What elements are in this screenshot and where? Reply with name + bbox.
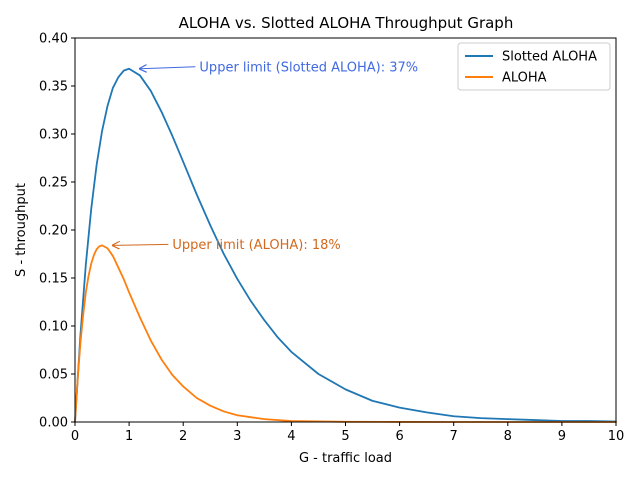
x-tick-label: 9 [558, 429, 566, 444]
y-tick-label: 0.05 [39, 368, 68, 383]
y-axis-label: S - throughput [14, 183, 29, 277]
y-tick-label: 0.30 [39, 128, 68, 143]
chart-title: ALOHA vs. Slotted ALOHA Throughput Graph [179, 14, 514, 32]
x-tick-label: 6 [395, 429, 403, 444]
series-line-slotted-aloha [74, 67, 617, 423]
annotation-arrow-aloha [113, 244, 169, 245]
x-tick-label: 10 [608, 429, 625, 444]
annotation-arrow-slotted-aloha [140, 67, 196, 69]
x-axis-label: G - traffic load [299, 451, 392, 466]
x-tick-label: 3 [233, 429, 241, 444]
annotations: Upper limit (Slotted ALOHA): 37% Upper l… [113, 60, 418, 253]
x-tick-label: 2 [179, 429, 187, 444]
x-tick-label: 1 [125, 429, 133, 444]
y-tick-label: 0.20 [39, 224, 68, 239]
annotation-slotted-aloha-limit: Upper limit (Slotted ALOHA): 37% [199, 60, 418, 75]
y-tick-label: 0.10 [39, 320, 68, 335]
axes: 0 1 2 3 4 5 6 7 8 9 10 0.00 0.05 0.10 0.15 0.20 0.25 0.30… [39, 32, 624, 445]
y-tick-label: 0.40 [39, 32, 68, 47]
x-tick-label: 8 [504, 429, 512, 444]
legend-label-aloha: ALOHA [502, 71, 547, 86]
legend-box [457, 42, 611, 91]
legend-label-slotted-aloha: Slotted ALOHA [502, 50, 597, 65]
x-tick-label: 7 [450, 429, 458, 444]
x-tick-label: 5 [341, 429, 349, 444]
y-tick-label: 0.00 [39, 416, 68, 431]
x-tick-label: 0 [71, 429, 79, 444]
annotation-aloha-limit: Upper limit (ALOHA): 18% [172, 238, 340, 253]
legend: Slotted ALOHA ALOHA [457, 42, 611, 91]
x-tick-label: 4 [287, 429, 295, 444]
y-tick-label: 0.25 [39, 176, 68, 191]
y-tick-label: 0.35 [39, 80, 68, 95]
y-tick-label: 0.15 [39, 272, 68, 287]
